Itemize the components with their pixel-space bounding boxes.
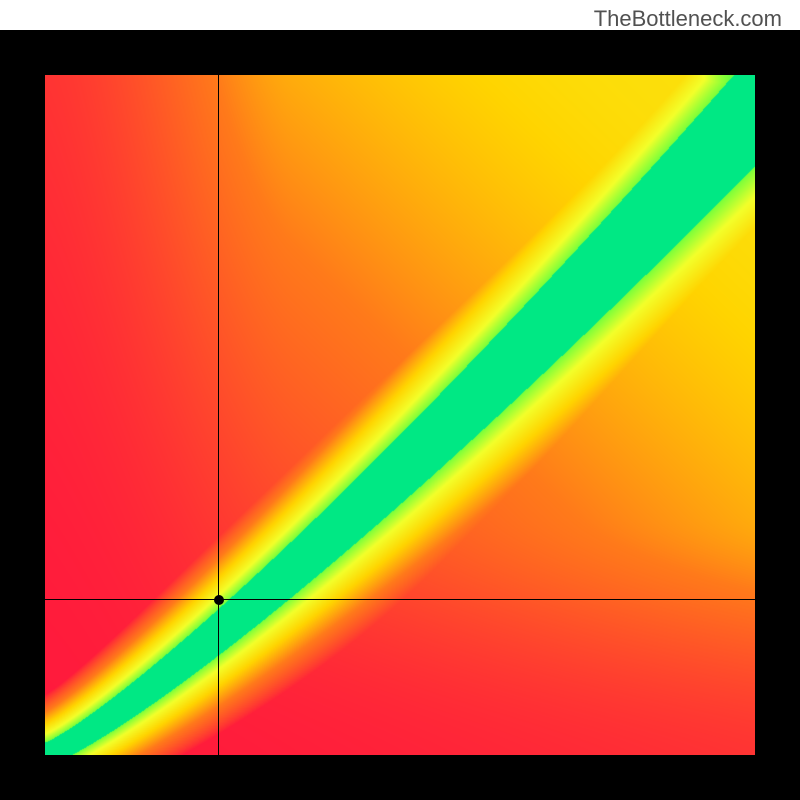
crosshair-horizontal — [45, 599, 755, 600]
crosshair-vertical — [218, 75, 219, 755]
bottleneck-heatmap — [45, 75, 755, 755]
attribution-label: TheBottleneck.com — [594, 6, 782, 32]
crosshair-marker — [214, 595, 224, 605]
chart-container: TheBottleneck.com — [0, 0, 800, 800]
